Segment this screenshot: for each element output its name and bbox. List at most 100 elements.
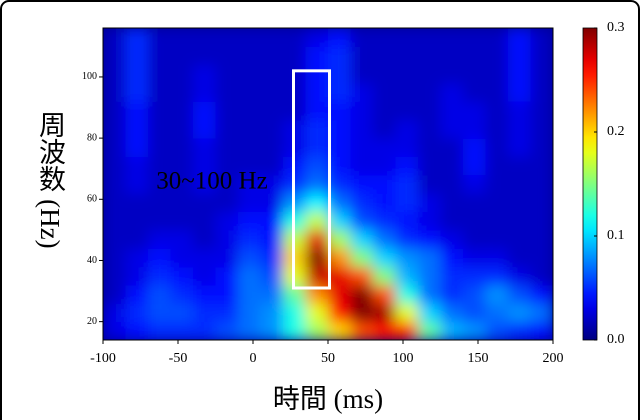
cell <box>215 64 239 84</box>
cell <box>260 284 284 304</box>
cell <box>193 303 216 323</box>
cell <box>440 46 464 66</box>
cell <box>103 266 126 286</box>
cell <box>485 284 509 304</box>
cell <box>125 138 149 157</box>
cell <box>193 211 216 231</box>
cell <box>440 174 464 194</box>
cell <box>350 28 374 47</box>
cell <box>305 28 329 47</box>
cell <box>283 284 306 304</box>
cell <box>193 229 216 249</box>
highlight-box <box>292 69 331 290</box>
cell <box>148 266 171 286</box>
cell <box>530 46 553 66</box>
cell <box>508 284 531 304</box>
cell <box>305 303 329 323</box>
cell <box>193 83 216 102</box>
cell <box>530 303 553 323</box>
cell <box>373 156 396 176</box>
cell <box>215 46 239 66</box>
cell <box>125 64 149 84</box>
cell <box>215 193 239 213</box>
cell <box>170 119 194 139</box>
cell <box>373 193 396 213</box>
cell <box>238 248 261 268</box>
cell <box>260 64 284 84</box>
cell <box>350 248 374 268</box>
cell <box>283 46 306 66</box>
cell <box>530 64 553 84</box>
cell <box>148 119 171 139</box>
cell <box>530 138 553 157</box>
cell <box>260 28 284 47</box>
cell <box>530 193 553 213</box>
cell <box>238 321 261 340</box>
cell <box>463 83 486 102</box>
cell <box>193 284 216 304</box>
cell <box>103 303 126 323</box>
cell <box>193 119 216 139</box>
cell <box>238 101 261 121</box>
cell <box>418 156 441 176</box>
cell <box>418 266 441 286</box>
cell <box>103 83 126 102</box>
cell <box>328 46 351 66</box>
cell <box>238 193 261 213</box>
cell <box>170 193 194 213</box>
x-axis-label: 時間 (ms) <box>273 384 383 414</box>
cell <box>485 211 509 231</box>
cell <box>125 248 149 268</box>
cell <box>148 83 171 102</box>
cell <box>373 248 396 268</box>
cell <box>170 321 194 340</box>
cell <box>125 83 149 102</box>
cell <box>395 193 419 213</box>
cell <box>215 266 239 286</box>
cell <box>463 303 486 323</box>
cell <box>530 119 553 139</box>
cell <box>328 83 351 102</box>
cells <box>103 28 553 340</box>
cell <box>508 119 531 139</box>
cell <box>125 266 149 286</box>
cell <box>103 64 126 84</box>
cell <box>305 119 329 139</box>
cell <box>305 64 329 84</box>
cell <box>238 266 261 286</box>
cell <box>485 64 509 84</box>
cell <box>485 174 509 194</box>
cell <box>103 119 126 139</box>
cell <box>418 83 441 102</box>
cell <box>350 266 374 286</box>
cell <box>418 248 441 268</box>
cell <box>395 156 419 176</box>
cell <box>373 46 396 66</box>
cell <box>148 211 171 231</box>
cell <box>530 248 553 268</box>
cell <box>350 211 374 231</box>
cell <box>418 284 441 304</box>
cell <box>463 119 486 139</box>
annotation: 30~100 Hz <box>156 168 267 195</box>
cell <box>305 193 329 213</box>
cell <box>485 229 509 249</box>
cell <box>215 138 239 157</box>
cell <box>305 248 329 268</box>
cell <box>373 174 396 194</box>
cell <box>215 28 239 47</box>
cell <box>350 284 374 304</box>
cell <box>215 284 239 304</box>
cell <box>170 211 194 231</box>
x-tick-label: 150 <box>468 351 489 366</box>
cell <box>418 101 441 121</box>
cell <box>350 119 374 139</box>
y-tick-label: 60 <box>87 194 97 205</box>
cell <box>440 248 464 268</box>
cell <box>215 83 239 102</box>
cell <box>193 248 216 268</box>
cell <box>530 266 553 286</box>
cell <box>463 229 486 249</box>
cell <box>170 101 194 121</box>
